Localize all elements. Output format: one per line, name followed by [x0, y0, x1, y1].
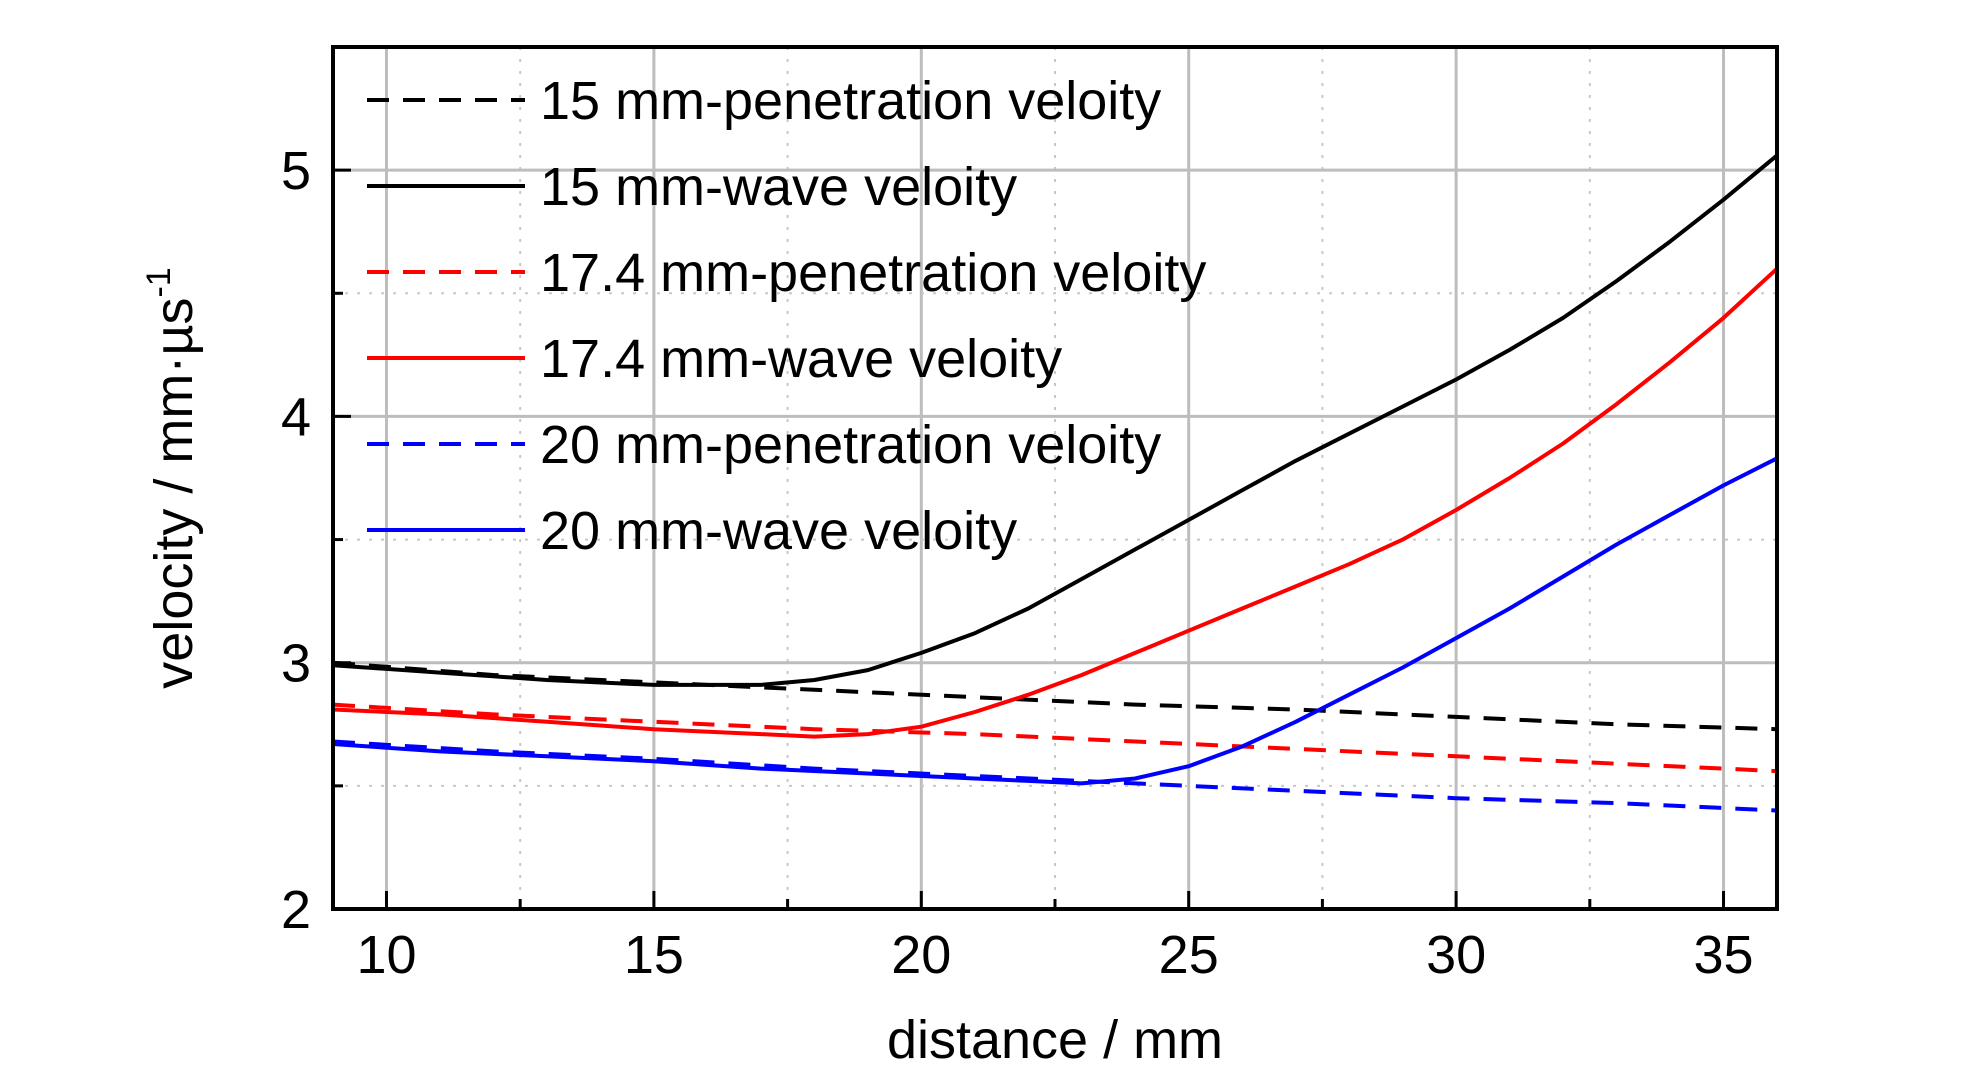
y-tick-label: 2 [281, 880, 311, 940]
series-line [332, 456, 1778, 786]
series-layer [332, 153, 1779, 813]
legend-label: 15 mm-penetration veloity [540, 71, 1161, 131]
series-line [332, 153, 1779, 687]
series-line [332, 702, 1778, 774]
tick-labels: 10 15 20 25 30 35 2 3 4 5 [281, 141, 1754, 985]
x-tick-label: 30 [1426, 925, 1486, 985]
series-line [332, 739, 1778, 813]
y-axis-title-text: velocity / mm·µs [144, 298, 204, 689]
legend-label: 17.4 mm-wave veloity [540, 329, 1062, 389]
legend-label: 15 mm-wave veloity [540, 157, 1017, 217]
ticks [333, 168, 1726, 911]
x-tick-label: 20 [891, 925, 951, 985]
y-axis-title-superscript: -1 [140, 267, 178, 297]
x-tick-label: 10 [356, 925, 416, 985]
x-tick-label: 35 [1693, 925, 1753, 985]
y-axis-title: velocity / mm·µs-1 [140, 267, 204, 688]
x-tick-label: 25 [1159, 925, 1219, 985]
svg-text:velocity / mm·µs-1: velocity / mm·µs-1 [140, 267, 204, 688]
legend-label: 20 mm-penetration veloity [540, 415, 1161, 475]
series-line [332, 660, 1778, 732]
x-tick-label: 15 [624, 925, 684, 985]
x-axis-title: distance / mm [887, 1010, 1223, 1062]
legend-label: 17.4 mm-penetration veloity [540, 243, 1206, 303]
y-tick-label: 4 [281, 387, 311, 447]
legend-label: 20 mm-wave veloity [540, 501, 1017, 561]
y-tick-label: 5 [281, 141, 311, 201]
legend: 15 mm-penetration veloity 15 mm-wave velo… [367, 71, 1206, 561]
y-tick-label: 3 [281, 634, 311, 694]
series-line [332, 267, 1779, 739]
